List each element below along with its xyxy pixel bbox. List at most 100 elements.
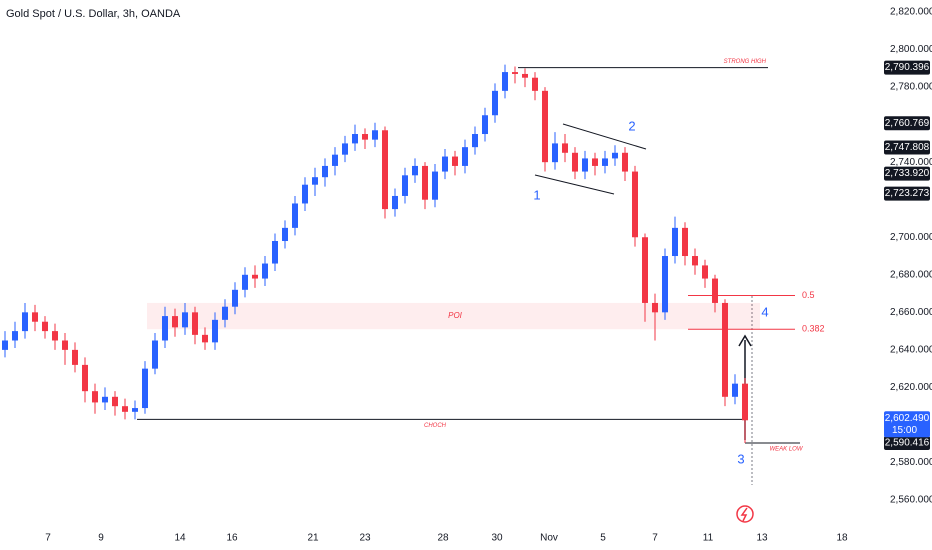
x-tick-label: 14 xyxy=(174,533,186,544)
candle-body xyxy=(2,340,8,350)
y-tick-label: 2,680.000 xyxy=(890,269,932,280)
candle-body xyxy=(182,312,188,328)
candle-body xyxy=(522,73,528,78)
x-tick-label: 11 xyxy=(703,533,714,544)
candle-body xyxy=(132,408,138,412)
candle-body xyxy=(272,241,278,264)
candle-body xyxy=(152,340,158,369)
candle-body xyxy=(482,115,488,135)
x-tick-label: Nov xyxy=(540,533,558,544)
x-tick-label: 7 xyxy=(45,533,51,544)
price-label-box xyxy=(884,166,930,181)
channel-line xyxy=(534,174,615,195)
candle-body xyxy=(32,312,38,322)
candle-body xyxy=(502,72,508,91)
candle-body xyxy=(632,171,638,238)
channel-line xyxy=(562,123,647,150)
price-label-box xyxy=(884,60,930,75)
candle-body xyxy=(262,263,268,279)
candle-body xyxy=(602,158,608,166)
candle-body xyxy=(622,152,628,172)
candle-body xyxy=(582,158,588,172)
level-label: 0.382 xyxy=(802,324,825,334)
candle-body xyxy=(422,165,428,200)
x-tick-label: 13 xyxy=(756,533,768,544)
candle-body xyxy=(572,152,578,172)
candle-body xyxy=(612,152,618,159)
candle-body xyxy=(672,227,678,257)
y-tick-label: 2,560.000 xyxy=(890,495,932,506)
candle-body xyxy=(562,143,568,153)
candle-body xyxy=(22,312,28,332)
candle-body xyxy=(662,256,668,313)
price-label-box xyxy=(884,116,930,131)
x-tick-label: 9 xyxy=(98,533,104,544)
candle-body xyxy=(202,334,208,343)
candle-body xyxy=(62,340,68,350)
price-label: 2,590.416 xyxy=(885,438,930,449)
y-tick-label: 2,820.000 xyxy=(890,7,932,18)
candle-body xyxy=(72,349,78,365)
chart-title: Gold Spot / U.S. Dollar, 3h, OANDA xyxy=(6,8,181,20)
alert-icon[interactable] xyxy=(736,505,754,523)
price-label: 2,790.396 xyxy=(885,62,930,73)
candle-body xyxy=(412,165,418,176)
candle-body xyxy=(172,316,178,328)
candle-body xyxy=(492,90,498,116)
y-tick-label: 2,580.000 xyxy=(890,457,932,468)
candle-body xyxy=(732,383,738,397)
last-price-time: 15:00 xyxy=(892,425,917,436)
candle-body xyxy=(112,396,118,407)
last-price-box xyxy=(884,411,930,438)
candle-body xyxy=(322,165,328,178)
price-label: 2,733.920 xyxy=(885,168,930,179)
y-tick-label: 2,700.000 xyxy=(890,232,932,243)
price-label: 2,723.273 xyxy=(885,188,930,199)
candle-body xyxy=(252,274,258,279)
x-tick-label: 30 xyxy=(491,533,503,544)
candle-body xyxy=(712,278,718,303)
poi-label: POI xyxy=(448,311,463,320)
price-label-box xyxy=(884,140,930,155)
candle-body xyxy=(392,195,398,210)
price-label-box xyxy=(884,186,930,201)
candle-body xyxy=(292,203,298,228)
arrow-head xyxy=(738,334,752,347)
x-tick-label: 18 xyxy=(836,533,848,544)
candle-body xyxy=(512,72,518,74)
candle-body xyxy=(142,368,148,409)
candle-body xyxy=(342,143,348,155)
wave-label: 1 xyxy=(533,187,540,202)
y-tick-label: 2,640.000 xyxy=(890,345,932,356)
candle-body xyxy=(302,184,308,204)
candle-body xyxy=(92,391,98,403)
candle-body xyxy=(222,306,228,320)
candle-body xyxy=(332,154,338,166)
x-tick-label: 16 xyxy=(226,533,238,544)
candle-body xyxy=(702,265,708,279)
level-label: 0.5 xyxy=(802,290,815,300)
candle-body xyxy=(652,302,658,313)
price-label: 2,747.808 xyxy=(885,142,930,153)
candle-body xyxy=(552,143,558,163)
candle-body xyxy=(742,383,748,421)
candle-body xyxy=(382,130,388,210)
candle-body xyxy=(642,237,648,303)
candle-body xyxy=(232,289,238,307)
candle-body xyxy=(162,316,168,341)
candle-body xyxy=(682,227,688,257)
candle-body xyxy=(442,156,448,172)
price-label-box xyxy=(884,435,930,450)
candle-body xyxy=(592,158,598,166)
candle-body xyxy=(352,134,358,144)
x-tick-label: 7 xyxy=(652,533,658,544)
candle-body xyxy=(432,171,438,200)
last-price-label: 2,602.490 xyxy=(885,413,930,424)
y-tick-label: 2,660.000 xyxy=(890,307,932,318)
candle-body xyxy=(362,134,368,140)
level-label: CHOCH xyxy=(424,423,447,429)
candle-body xyxy=(692,256,698,266)
wave-label: 4 xyxy=(761,304,768,319)
